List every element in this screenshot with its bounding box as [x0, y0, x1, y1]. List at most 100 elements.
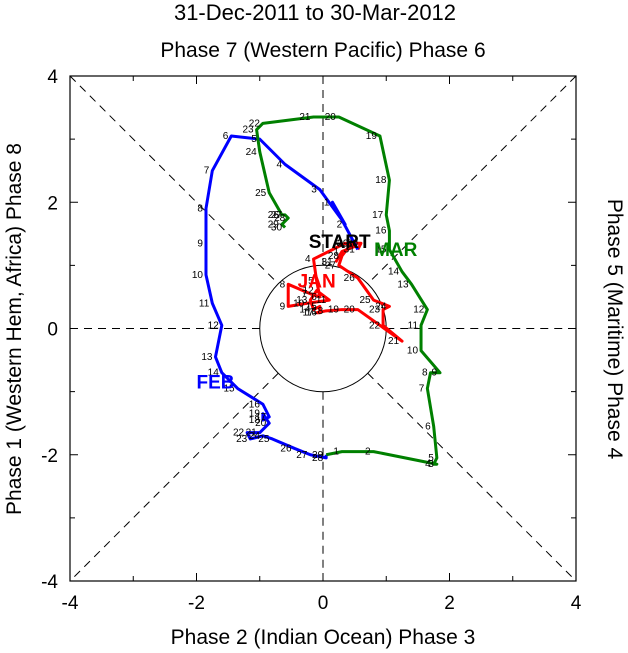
day-label: 6: [223, 131, 229, 142]
day-label: 13: [296, 295, 308, 306]
x-tick-label: -4: [62, 593, 79, 614]
diagonal-line: [69, 75, 279, 285]
day-label: 21: [299, 112, 311, 123]
day-label: 26: [344, 273, 356, 284]
day-label: 19: [366, 131, 378, 142]
month-label-jan: JAN: [298, 271, 336, 292]
day-label: 27: [325, 260, 337, 271]
diagonal-line: [69, 372, 279, 582]
day-label: 16: [375, 226, 387, 237]
day-label: 25: [258, 434, 270, 445]
day-label: 4: [425, 459, 431, 470]
day-label: 23: [242, 125, 254, 136]
day-label: 14: [208, 368, 220, 379]
day-label: 26: [268, 210, 280, 221]
day-label: 2: [346, 241, 352, 252]
day-label: 24: [249, 431, 261, 442]
day-label: 5: [308, 276, 314, 287]
day-label: 19: [249, 409, 261, 420]
day-label: 9: [431, 368, 437, 379]
day-label: 11: [316, 295, 327, 306]
day-label: 10: [293, 298, 305, 309]
chart-title: 31-Dec-2011 to 30-Mar-2012: [174, 0, 456, 25]
series-line-feb: [204, 134, 360, 460]
day-label: 1: [333, 246, 339, 257]
day-label: 11: [408, 320, 419, 331]
x-tick-label: 0: [318, 593, 329, 614]
day-label: 15: [375, 245, 387, 256]
day-label: 24: [246, 147, 258, 158]
day-label: 14: [388, 267, 400, 278]
bottom-axis-label: Phase 2 (Indian Ocean) Phase 3: [171, 626, 476, 649]
day-label: 28: [274, 213, 286, 224]
day-label: 21: [388, 336, 400, 347]
day-label: 16: [306, 308, 318, 319]
day-label: 18: [249, 415, 261, 426]
day-label: 31: [322, 257, 334, 268]
day-label: 11: [199, 298, 210, 309]
month-label-feb: FEB: [196, 372, 234, 393]
day-label: 29: [312, 450, 324, 461]
day-label: 7: [419, 383, 425, 394]
series-line-mar: [255, 115, 442, 466]
day-label: 3: [311, 185, 317, 196]
day-label: 10: [192, 270, 204, 281]
day-label: 17: [255, 412, 267, 423]
day-label: 19: [328, 305, 340, 316]
day-label: 4: [276, 159, 282, 170]
day-label: 22: [233, 428, 245, 439]
y-tick-label: 0: [47, 320, 58, 341]
day-label: 9: [280, 301, 286, 312]
series-layer: [204, 115, 442, 466]
day-label: 17: [372, 210, 384, 221]
day-label: 3: [337, 238, 343, 249]
start-label: START: [309, 232, 371, 253]
day-label: 18: [312, 306, 324, 317]
day-label: 12: [208, 320, 220, 331]
day-label: 25: [359, 295, 371, 306]
y-tick-label: -2: [41, 446, 58, 467]
day-label: 10: [407, 346, 419, 357]
day-label: 25: [255, 188, 267, 199]
day-label: 23: [369, 305, 381, 316]
day-label: 21: [246, 428, 258, 439]
day-label: 6: [425, 421, 431, 432]
day-label: 1: [324, 197, 330, 208]
month-label-mar: MAR: [374, 240, 418, 261]
day-label: 5: [251, 134, 257, 145]
day-label: 22: [369, 320, 381, 331]
day-label: 23: [236, 434, 248, 445]
day-label: 29: [268, 219, 280, 230]
day-label: 8: [197, 204, 203, 215]
top-axis-label: Phase 7 (Western Pacific) Phase 6: [160, 39, 485, 62]
day-label: 15: [223, 383, 235, 394]
day-label: 4: [305, 254, 311, 265]
left-axis-label: Phase 1 (Western Hem, Africa) Phase 8: [3, 143, 26, 515]
day-label: 18: [375, 175, 387, 186]
day-label: 7: [302, 289, 308, 300]
day-label: 26: [280, 443, 292, 454]
day-label: 12: [413, 305, 425, 316]
day-label: 28: [328, 251, 340, 262]
y-tick-label: -4: [41, 572, 58, 593]
day-label: 20: [344, 305, 356, 316]
y-tick-label: 4: [47, 67, 58, 88]
day-label: 30: [347, 238, 359, 249]
day-label: 17: [303, 308, 315, 319]
day-label: 7: [204, 166, 210, 177]
x-tick-label: 4: [571, 593, 582, 614]
day-label: 3: [428, 459, 434, 470]
day-label: 31: [344, 245, 356, 256]
day-label: 22: [249, 118, 261, 129]
diagonal-line: [367, 75, 577, 285]
day-label: 2: [365, 447, 371, 458]
day-label: 24: [375, 301, 387, 312]
day-label: 13: [201, 352, 213, 363]
day-label: 15: [306, 301, 318, 312]
day-label: 2: [337, 219, 343, 230]
day-label: 13: [397, 279, 409, 290]
day-label: 12: [303, 286, 315, 297]
